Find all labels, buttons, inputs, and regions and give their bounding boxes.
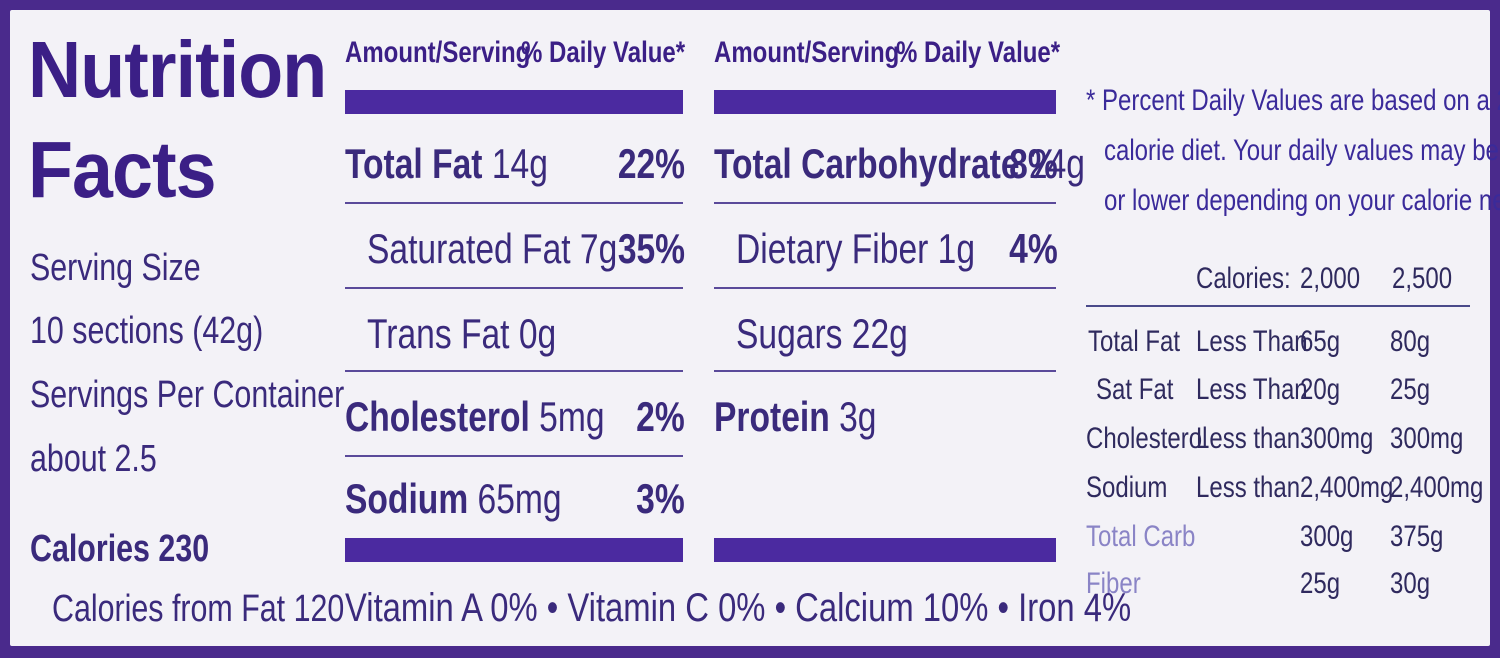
- divider: [714, 202, 1056, 204]
- dv-row-sodium-nutrient: Sodium: [1086, 471, 1168, 504]
- servings-per-container-value: about 2.5: [30, 438, 157, 480]
- dv-row-cholesterol-qualifier: Less than: [1196, 422, 1301, 455]
- dv-divider: [1086, 305, 1470, 307]
- row-protein: Protein 3g: [714, 393, 876, 441]
- left-top-bar: [345, 90, 683, 114]
- dv-calories-label: Calories:: [1196, 262, 1291, 295]
- dv-col-2000: 2,000: [1300, 262, 1361, 295]
- serving-size-value: 10 sections (42g): [30, 310, 264, 352]
- row-sodium: Sodium 65mg: [345, 475, 562, 523]
- row-dietary-fiber-name: Dietary Fiber: [736, 225, 929, 272]
- row-total-carbohydrate-name: Total Carbohydrate: [714, 140, 1020, 187]
- left-bottom-bar: [345, 538, 683, 562]
- dv-row-total-fat-v1: 65g: [1300, 325, 1341, 358]
- row-sugars: Sugars 22g: [736, 310, 908, 358]
- dv-row-sat-fat-qualifier: Less Than: [1196, 373, 1308, 406]
- footnote-line-1: * Percent Daily Values are based on a 2,…: [1086, 84, 1500, 117]
- row-sodium-amount: 65mg: [477, 475, 562, 522]
- row-cholesterol-amount: 5mg: [539, 393, 605, 440]
- vitamins-line: Vitamin A 0% • Vitamin C 0% • Calcium 10…: [345, 586, 1132, 630]
- row-total-fat: Total Fat 14g: [345, 140, 548, 188]
- dv-row-total-carb-v2: 375g: [1390, 520, 1444, 553]
- right-header-amount: Amount/Serving: [714, 36, 900, 69]
- row-saturated-fat-dv: 35%: [617, 225, 685, 272]
- row-dietary-fiber-amount: 1g: [937, 225, 976, 272]
- dv-row-fiber-v1: 25g: [1300, 567, 1341, 600]
- dv-row-sodium-v1: 2,400mg: [1300, 471, 1394, 504]
- row-total-fat-amount: 14g: [491, 140, 548, 187]
- dv-row-sodium-v2: 2,400mg: [1390, 471, 1484, 504]
- row-total-fat-name: Total Fat: [345, 140, 483, 187]
- footnote-line-2: calorie diet. Your daily values may be h…: [1104, 134, 1500, 167]
- row-protein-name: Protein: [714, 393, 830, 440]
- divider: [714, 287, 1056, 289]
- dv-row-total-fat-v2: 80g: [1390, 325, 1431, 358]
- dv-row-sat-fat-nutrient: Sat Fat: [1096, 373, 1174, 406]
- right-header-dv: % Daily Value*: [895, 36, 1060, 69]
- dv-row-total-carb-nutrient: Total Carb: [1086, 520, 1196, 553]
- footnote-line-3: or lower depending on your calorie needs…: [1104, 184, 1500, 217]
- servings-per-container-label: Servings Per Container: [30, 374, 345, 416]
- row-dietary-fiber-dv: 4%: [1009, 225, 1058, 272]
- row-saturated-fat-name: Saturated Fat: [367, 225, 571, 272]
- divider: [345, 370, 683, 372]
- row-cholesterol-dv: 2%: [636, 393, 685, 440]
- serving-size-label: Serving Size: [30, 247, 201, 289]
- dv-row-total-fat-qualifier: Less Than: [1196, 325, 1308, 358]
- title-facts: Facts: [28, 125, 217, 214]
- dv-row-cholesterol-nutrient: Cholesterol: [1086, 422, 1208, 455]
- right-top-bar: [714, 90, 1056, 114]
- row-trans-fat: Trans Fat 0g: [367, 310, 556, 358]
- row-cholesterol-name: Cholesterol: [345, 393, 530, 440]
- divider: [345, 287, 683, 289]
- dv-row-cholesterol-v2: 300mg: [1390, 422, 1464, 455]
- right-bottom-bar: [714, 538, 1056, 562]
- dv-row-cholesterol-v1: 300mg: [1300, 422, 1374, 455]
- row-sugars-amount: 22g: [851, 310, 908, 357]
- dv-row-sodium-qualifier: Less than: [1196, 471, 1301, 504]
- calories: Calories 230: [30, 528, 210, 570]
- divider: [714, 370, 1056, 372]
- row-dietary-fiber: Dietary Fiber 1g: [736, 225, 975, 273]
- left-header-dv: % Daily Value*: [520, 36, 685, 69]
- row-protein-amount: 3g: [839, 393, 877, 440]
- calories-from-fat: Calories from Fat 120: [52, 588, 345, 630]
- divider: [345, 202, 683, 204]
- dv-row-total-fat-nutrient: Total Fat: [1088, 325, 1181, 358]
- dv-row-fiber-v2: 30g: [1390, 567, 1431, 600]
- row-sugars-name: Sugars: [736, 310, 843, 357]
- dv-row-total-carb-v1: 300g: [1300, 520, 1354, 553]
- row-saturated-fat-amount: 7g: [579, 225, 618, 272]
- row-total-carbohydrate-amount: 24g: [1028, 140, 1085, 187]
- dv-row-fiber-nutrient: Fiber: [1086, 567, 1141, 600]
- divider: [345, 455, 683, 457]
- row-saturated-fat: Saturated Fat 7g: [367, 225, 617, 273]
- row-trans-fat-name: Trans Fat: [367, 310, 510, 357]
- row-trans-fat-amount: 0g: [518, 310, 557, 357]
- left-header-amount: Amount/Serving: [345, 36, 531, 69]
- row-cholesterol: Cholesterol 5mg: [345, 393, 605, 441]
- dv-row-sat-fat-v2: 25g: [1390, 373, 1431, 406]
- dv-col-2500: 2,500: [1392, 262, 1453, 295]
- row-sodium-dv: 3%: [636, 475, 685, 522]
- row-sodium-name: Sodium: [345, 475, 469, 522]
- row-total-carbohydrate-dv: 8%: [1009, 140, 1058, 187]
- row-total-carbohydrate: Total Carbohydrate 24g: [714, 140, 1085, 188]
- row-total-fat-dv: 22%: [617, 140, 685, 187]
- dv-row-sat-fat-v1: 20g: [1300, 373, 1341, 406]
- title-nutrition: Nutrition: [28, 25, 327, 114]
